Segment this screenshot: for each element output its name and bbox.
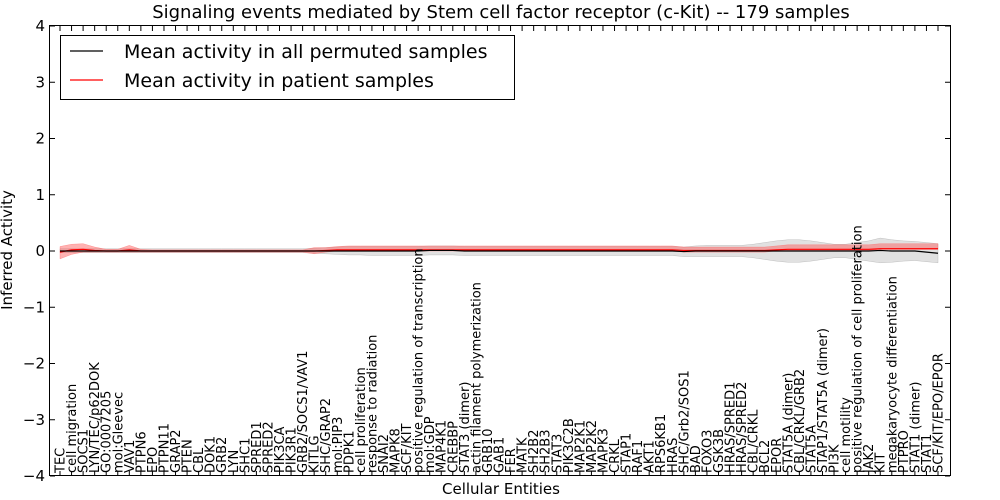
x-tick-label: mol:GDP — [423, 416, 438, 473]
x-tick-label: positive regulation of transcription — [412, 248, 427, 473]
x-tick-label: GO:0007205 — [100, 391, 115, 473]
x-tick-label: STAT5A (dimer) — [781, 373, 796, 473]
x-tick-label: SOCS1 — [77, 429, 92, 473]
y-tick-label: 1 — [35, 186, 45, 204]
x-tick-label: TEC — [54, 448, 69, 474]
series-line-1 — [60, 249, 939, 254]
y-tick-label: 2 — [35, 130, 45, 148]
x-tick-label: FER — [504, 448, 519, 473]
x-tick-label: response to radiation — [365, 335, 380, 473]
x-tick-label: GRAP2 — [169, 429, 184, 473]
x-tick-label: PTEN — [181, 439, 196, 473]
x-tick-label: EPO — [146, 447, 161, 473]
x-tick-label: GRB10 — [481, 428, 496, 473]
x-tick-label: cell migration — [65, 384, 80, 473]
x-tick-label: MAP2K2 — [585, 420, 600, 473]
x-tick-label: EPOR — [770, 438, 785, 473]
x-tick-label: GRB2/SOCS1/VAV1 — [296, 351, 311, 473]
x-tick-label: STAT1 — [920, 434, 935, 473]
x-tick-label: JAK2 — [862, 444, 877, 474]
x-tick-label: SH2B2 — [527, 430, 542, 474]
x-tick-label: PIK3CA — [273, 426, 288, 473]
x-tick-label: CRKL — [608, 438, 623, 473]
x-tick-label: RAF1 — [631, 440, 646, 473]
x-tick-label: STAT1 (dimer) — [908, 382, 923, 473]
x-tick-label: RPS6KB1 — [654, 414, 669, 473]
legend-label-1: Mean activity in all permuted samples — [124, 41, 487, 63]
x-tick-label: MAP4K1 — [435, 420, 450, 473]
x-tick-label: FOXO3 — [700, 430, 715, 473]
y-tick-label: −1 — [23, 298, 45, 316]
x-tick-label: SPRED2 — [261, 421, 276, 473]
x-tick-label: CBL — [192, 447, 207, 473]
y-tick-label: 0 — [35, 242, 45, 260]
y-tick-label: −2 — [23, 355, 45, 373]
legend: Mean activity in all permuted samples Mea… — [60, 35, 515, 100]
y-tick-label: −3 — [23, 411, 45, 429]
x-tick-label: STAP1/STAT5A (dimer) — [816, 328, 831, 473]
x-tick-label: GRB2 — [215, 437, 230, 473]
x-tick-label: STAT3 (dimer) — [458, 382, 473, 473]
x-tick-label: actin filament polymerization — [469, 282, 484, 473]
x-tick-label: SCF/KIT — [400, 423, 415, 473]
x-tick-label: mol:PIP3 — [331, 417, 346, 473]
x-tick-label: MAPK8 — [389, 428, 404, 473]
x-tick-label: KITLG — [308, 435, 323, 473]
x-tick-label: cell motility — [839, 397, 854, 473]
legend-label-2: Mean activity in patient samples — [124, 70, 434, 92]
x-tick-label: GAB1 — [493, 437, 508, 473]
legend-box — [60, 35, 515, 100]
x-tick-label: LYN — [227, 450, 242, 473]
x-tick-label: SH2B3 — [539, 430, 554, 474]
x-axis-label: Cellular Entities — [442, 480, 560, 498]
x-tick-label: PDPK1 — [342, 431, 357, 474]
x-tick-label: mol:Gleevec — [111, 392, 126, 473]
x-tick-label: HRAS — [666, 438, 681, 473]
x-tick-label: SCF/KIT/EPO/EPOR — [932, 353, 947, 473]
y-tick-label: −4 — [23, 467, 45, 485]
x-tick-label: BAD — [689, 445, 704, 473]
x-tick-label: SHC1 — [238, 438, 253, 473]
x-tick-label: AKT1 — [643, 440, 658, 473]
x-tick-label: KIT — [874, 453, 889, 473]
x-tick-label: MAP2K1 — [573, 420, 588, 473]
x-tick-label: PIK3R1 — [285, 427, 300, 473]
x-tick-label: SHC/GRAP2 — [319, 398, 334, 473]
x-tick-label: GSK3B — [712, 429, 727, 473]
x-tick-label: PTPRO — [897, 430, 912, 473]
x-tick-label: CBL/CRKL — [747, 409, 762, 473]
x-tick-label: CBL/CRKL/GRB2 — [793, 369, 808, 473]
chart-title: Signaling events mediated by Stem cell f… — [152, 2, 850, 23]
x-tick-label: PTPN11 — [157, 423, 172, 473]
x-tick-label: PIK3C2B — [562, 418, 577, 473]
x-tick-label: MATK — [516, 437, 531, 473]
x-tick-label: STAT3 — [550, 434, 565, 473]
x-tick-label: BCL2 — [758, 440, 773, 473]
x-tick-label: STAP1 — [620, 433, 635, 473]
x-tick-label: LYN/TEC/p62DOK — [88, 362, 103, 473]
x-tick-label: DOK1 — [204, 436, 219, 473]
x-tick-label: cell proliferation — [354, 367, 369, 473]
x-tick-label: megakaryocyte differentiation — [885, 276, 900, 473]
x-tick-label: CREBBP — [446, 421, 461, 473]
y-tick-label: 3 — [35, 73, 45, 91]
plot-frame — [49, 25, 951, 476]
x-tick-label: HRAS/SPRED1 — [724, 382, 739, 473]
x-tick-label: SNAI2 — [377, 434, 392, 473]
x-tick-label: positive regulation of cell proliferatio… — [851, 225, 866, 473]
x-tick-label: HRAS/SPRED2 — [735, 382, 750, 473]
x-tick-label: SHC/Grb2/SOS1 — [677, 370, 692, 473]
x-tick-label: MAPK3 — [596, 428, 611, 473]
x-tick-label: PI3K — [828, 444, 843, 473]
y-axis-label: Inferred Activity — [0, 190, 16, 310]
x-tick-label: STAT5A — [804, 425, 819, 473]
y-tick-label: 4 — [35, 17, 45, 35]
x-tick-label: SPRED1 — [250, 421, 265, 473]
x-tick-label: VAV1 — [123, 440, 138, 473]
x-tick-label: PTPN6 — [134, 431, 149, 473]
